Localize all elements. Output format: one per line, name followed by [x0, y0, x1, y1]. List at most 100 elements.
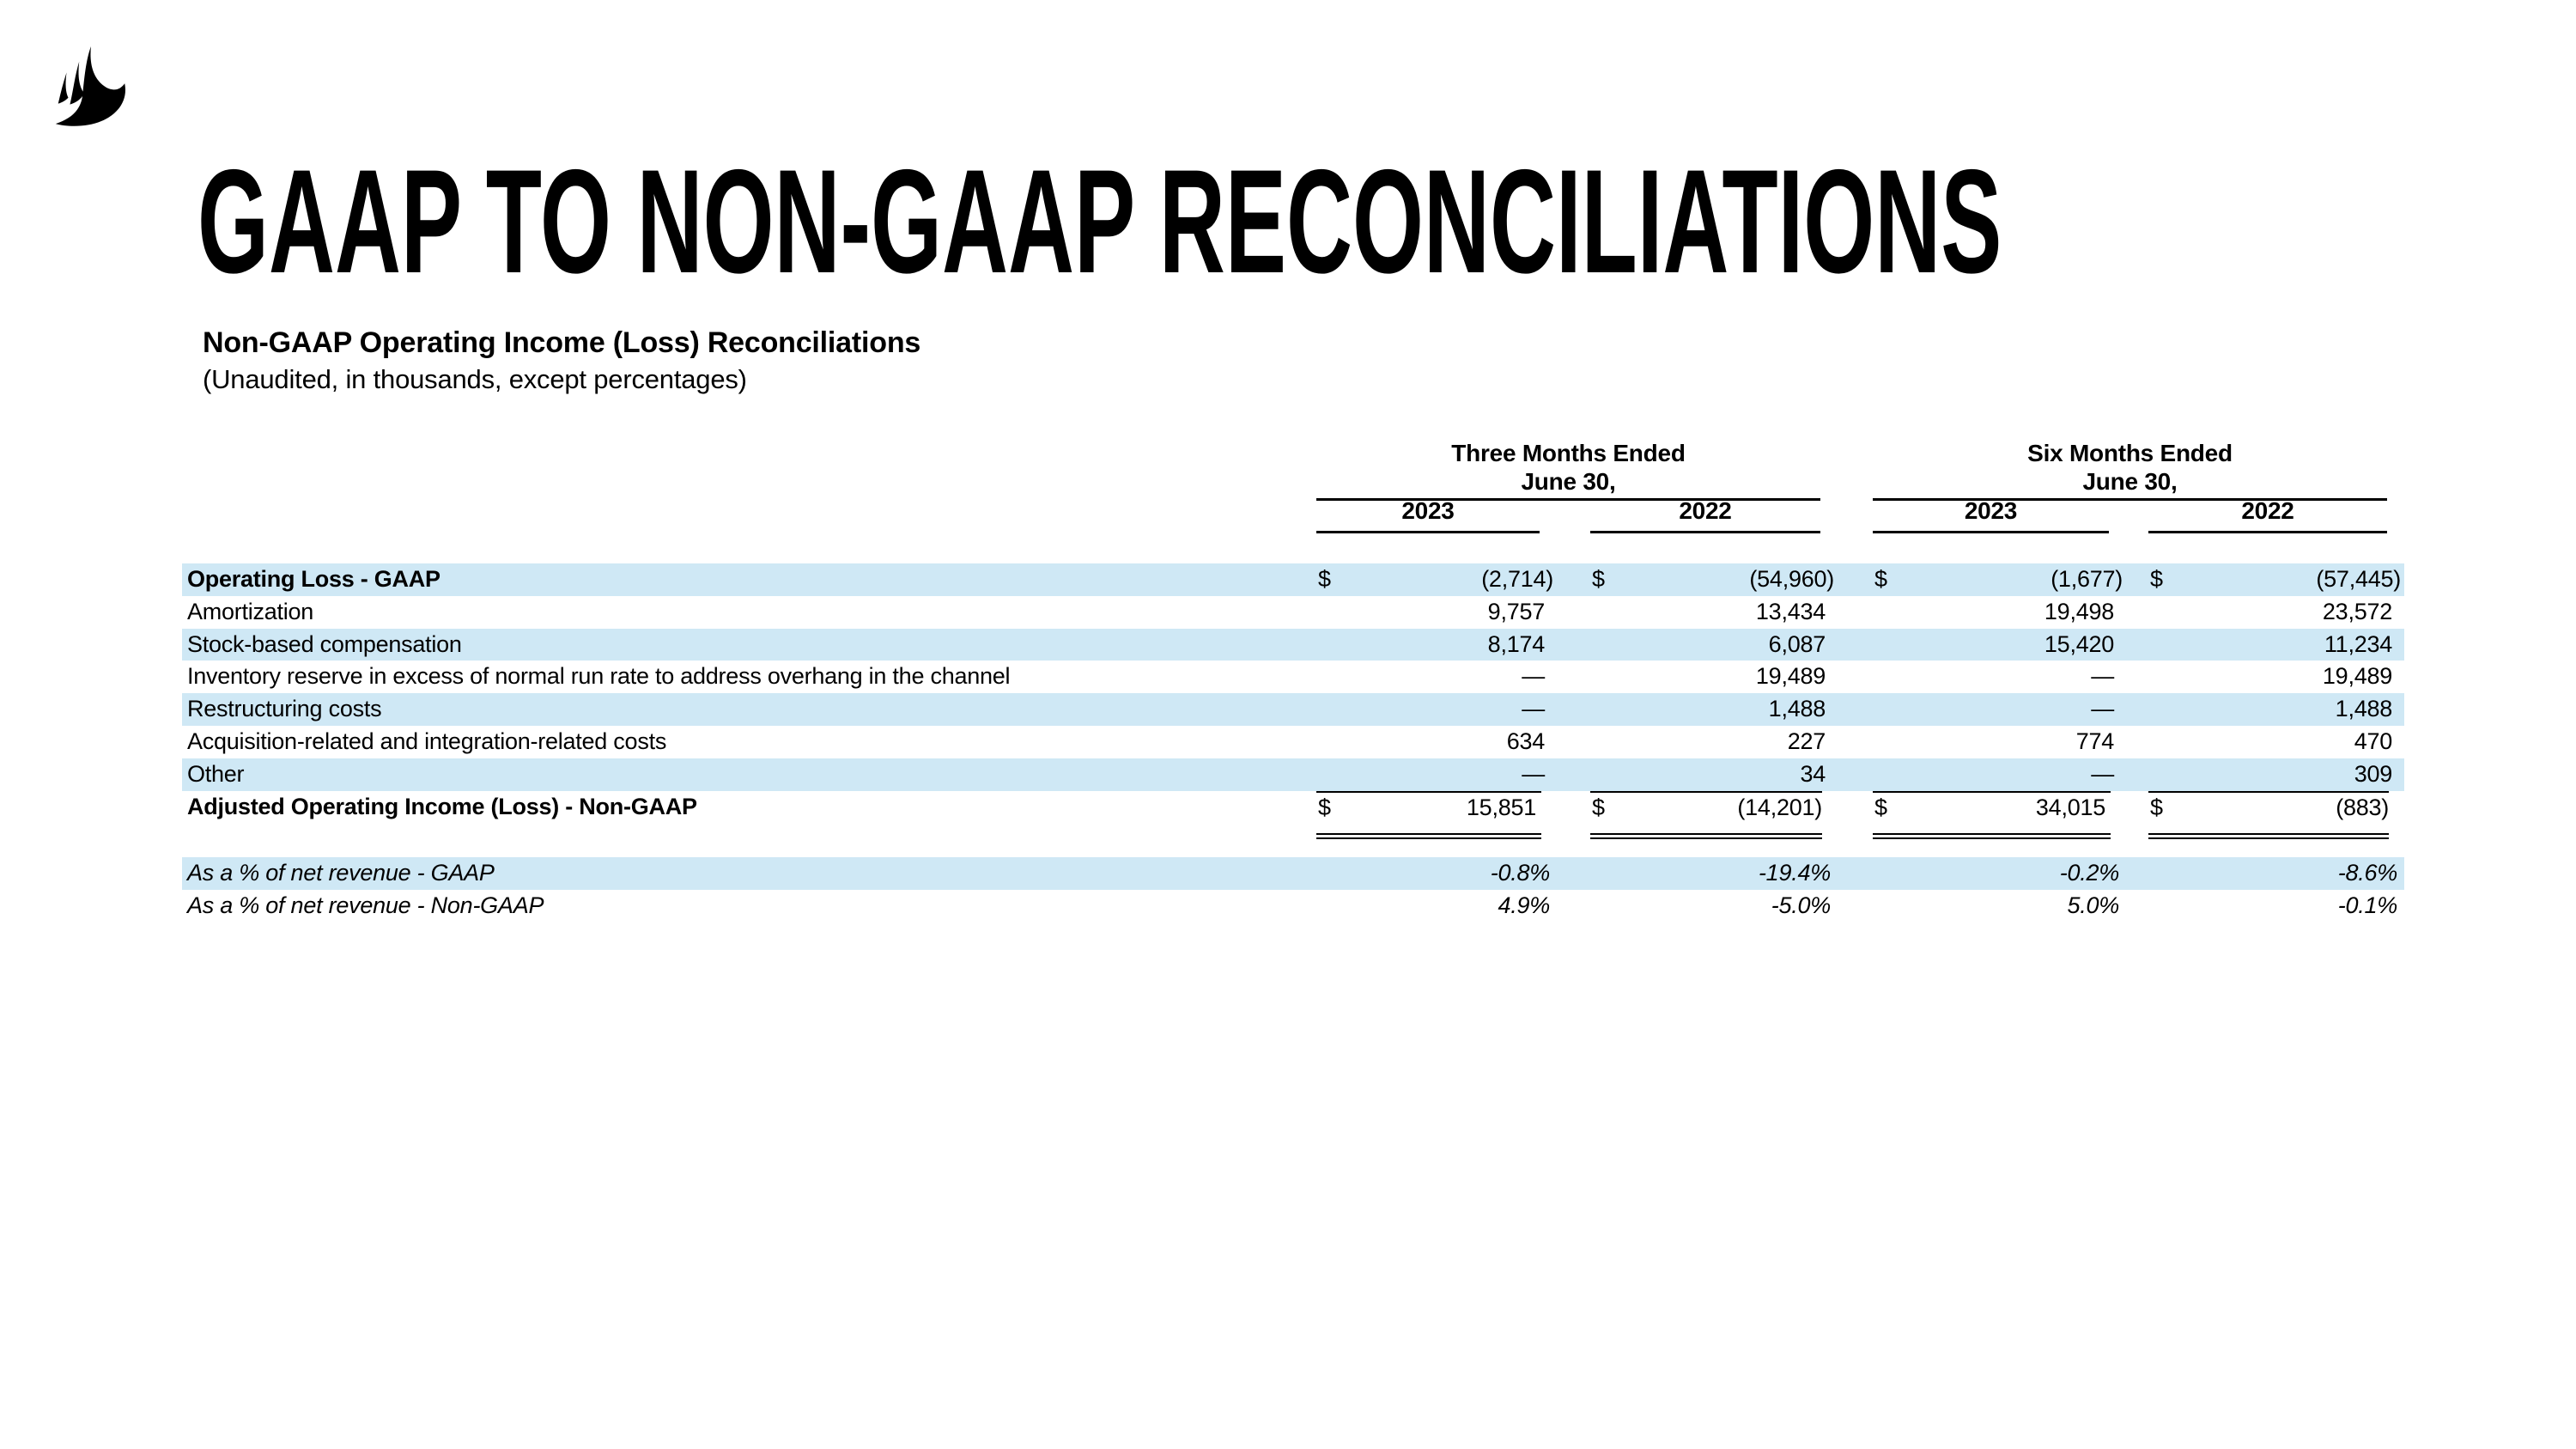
year-header: 2023 — [1316, 496, 1557, 533]
row-label: Adjusted Operating Income (Loss) - Non-G… — [187, 793, 697, 819]
value-cell: -19.4% — [1590, 857, 1838, 890]
cell-value: 15,420 — [2044, 630, 2114, 657]
dollar-sign: $ — [1592, 566, 1605, 592]
cell-value: 1,488 — [1768, 696, 1826, 722]
cell-value: -0.1% — [2337, 892, 2398, 919]
value-cell: 1,488 — [2148, 693, 2404, 726]
cell-value: 227 — [1787, 728, 1826, 754]
row-label: Other — [187, 760, 245, 787]
cell-value: -8.6% — [2337, 860, 2398, 886]
row-label: Stock-based compensation — [187, 630, 462, 657]
table-row: Operating Loss - GAAP $ (2,714) $ (54,960) $ (… — [182, 563, 2404, 596]
value-cell: 1,488 — [1590, 693, 1838, 726]
cell-value: (2,714) — [1481, 566, 1553, 592]
cell-value: -0.2% — [2059, 860, 2120, 886]
value-cell: 19,489 — [2148, 661, 2404, 693]
table-row: Adjusted Operating Income (Loss) - Non-G… — [182, 790, 2404, 839]
reconciliation-table: Three Months Ended June 30, Six Months E… — [182, 434, 2404, 922]
period-label: Six Months Ended — [2027, 440, 2233, 466]
value-cell: -0.8% — [1316, 857, 1557, 890]
value-cell: 11,234 — [2148, 629, 2404, 661]
value-cell: $ (54,960) — [1590, 563, 1838, 596]
year-header: 2022 — [1590, 496, 1838, 533]
cell-value: 34,015 — [2035, 794, 2105, 820]
period-date: June 30, — [2082, 468, 2178, 495]
table-row: Stock-based compensation 8,174 6,087 15,420… — [182, 628, 2404, 661]
cell-value: — — [1522, 760, 1545, 787]
table-header-year-row: 2023 2022 2023 2022 — [182, 496, 2404, 533]
cell-value: -19.4% — [1758, 860, 1831, 886]
cell-value: -0.8% — [1490, 860, 1551, 886]
table-header-period-row: Three Months Ended June 30, Six Months E… — [182, 434, 2404, 501]
table-body: Operating Loss - GAAP $ (2,714) $ (54,960) $ (… — [182, 563, 2404, 839]
table-caption: Non-GAAP Operating Income (Loss) Reconci… — [203, 325, 920, 397]
cell-value: (14,201) — [1737, 794, 1822, 820]
cell-value: — — [2091, 760, 2114, 787]
page-title: GAAP TO NON-GAAP RECONCILIATIONS — [197, 139, 2002, 304]
cell-value: 19,498 — [2044, 598, 2114, 624]
table-row: Other — 34 — 309 — [182, 758, 2404, 791]
dollar-sign: $ — [1318, 566, 1331, 592]
value-cell: $ (57,445) — [2148, 563, 2404, 596]
cell-value: 34 — [1800, 760, 1826, 787]
value-cell: 4.9% — [1316, 890, 1557, 922]
cell-value: — — [2091, 663, 2114, 690]
cell-value: (57,445) — [2316, 566, 2401, 592]
cell-value: 470 — [2354, 728, 2393, 754]
cell-value: — — [1522, 663, 1545, 690]
value-cell: — — [1873, 661, 2126, 693]
table-subtitle: Non-GAAP Operating Income (Loss) Reconci… — [203, 326, 921, 359]
row-label: Restructuring costs — [187, 696, 382, 722]
cell-value: 13,434 — [1755, 598, 1826, 624]
value-cell: -0.2% — [1873, 857, 2126, 890]
table-row: Restructuring costs — 1,488 — 1,488 — [182, 693, 2404, 726]
cell-value: 9,757 — [1487, 598, 1546, 624]
cell-value: (883) — [2336, 794, 2389, 820]
value-cell: — — [1316, 758, 1557, 791]
cell-value: 6,087 — [1768, 630, 1826, 657]
header-group-six-months: Six Months Ended June 30, — [1873, 434, 2404, 501]
value-cell: — — [1873, 693, 2126, 726]
cell-value: 19,489 — [2322, 663, 2392, 690]
value-cell: $34,015 — [1873, 790, 2126, 839]
cell-value: 8,174 — [1487, 630, 1546, 657]
value-cell: 34 — [1590, 758, 1838, 791]
row-label: Inventory reserve in excess of normal ru… — [187, 663, 1011, 690]
value-cell: 9,757 — [1316, 596, 1557, 629]
row-label: As a % of net revenue - GAAP — [187, 860, 495, 886]
value-cell: $ (1,677) — [1873, 563, 2126, 596]
cell-value: (1,677) — [2050, 566, 2123, 592]
value-cell: 309 — [2148, 758, 2404, 791]
value-cell: $15,851 — [1316, 790, 1557, 839]
row-label: As a % of net revenue - Non-GAAP — [187, 892, 544, 919]
cell-value: 309 — [2354, 760, 2393, 787]
year-header: 2023 — [1873, 496, 2126, 533]
table-note: (Unaudited, in thousands, except percent… — [203, 364, 747, 394]
value-cell: $ (883) — [2148, 790, 2404, 839]
percent-row: As a % of net revenue - GAAP -0.8% -19.4% -… — [182, 857, 2404, 891]
value-cell: 6,087 — [1590, 629, 1838, 661]
table-row: Amortization 9,757 13,434 19,498 23,572 — [182, 596, 2404, 629]
cell-value: 11,234 — [2324, 630, 2392, 657]
value-cell: 634 — [1316, 726, 1557, 758]
cell-value: 1,488 — [2335, 696, 2393, 722]
dollar-sign: $ — [1874, 566, 1887, 592]
year-header: 2022 — [2148, 496, 2404, 533]
cell-value: 634 — [1506, 728, 1546, 754]
cell-value: -5.0% — [1771, 892, 1832, 919]
value-cell: -5.0% — [1590, 890, 1838, 922]
cell-value: 23,572 — [2322, 598, 2392, 624]
dollar-sign: $ — [2150, 794, 2163, 820]
table-row: Acquisition-related and integration-rela… — [182, 726, 2404, 758]
value-cell: 8,174 — [1316, 629, 1557, 661]
row-label: Acquisition-related and integration-rela… — [187, 728, 667, 754]
value-cell: — — [1316, 693, 1557, 726]
value-cell: 774 — [1873, 726, 2126, 758]
value-cell: $ (14,201) — [1590, 790, 1838, 839]
cell-value: 19,489 — [1755, 663, 1826, 690]
value-cell: 23,572 — [2148, 596, 2404, 629]
cell-value: 4.9% — [1498, 892, 1550, 919]
cell-value: — — [2091, 696, 2114, 722]
value-cell: -8.6% — [2148, 857, 2404, 890]
